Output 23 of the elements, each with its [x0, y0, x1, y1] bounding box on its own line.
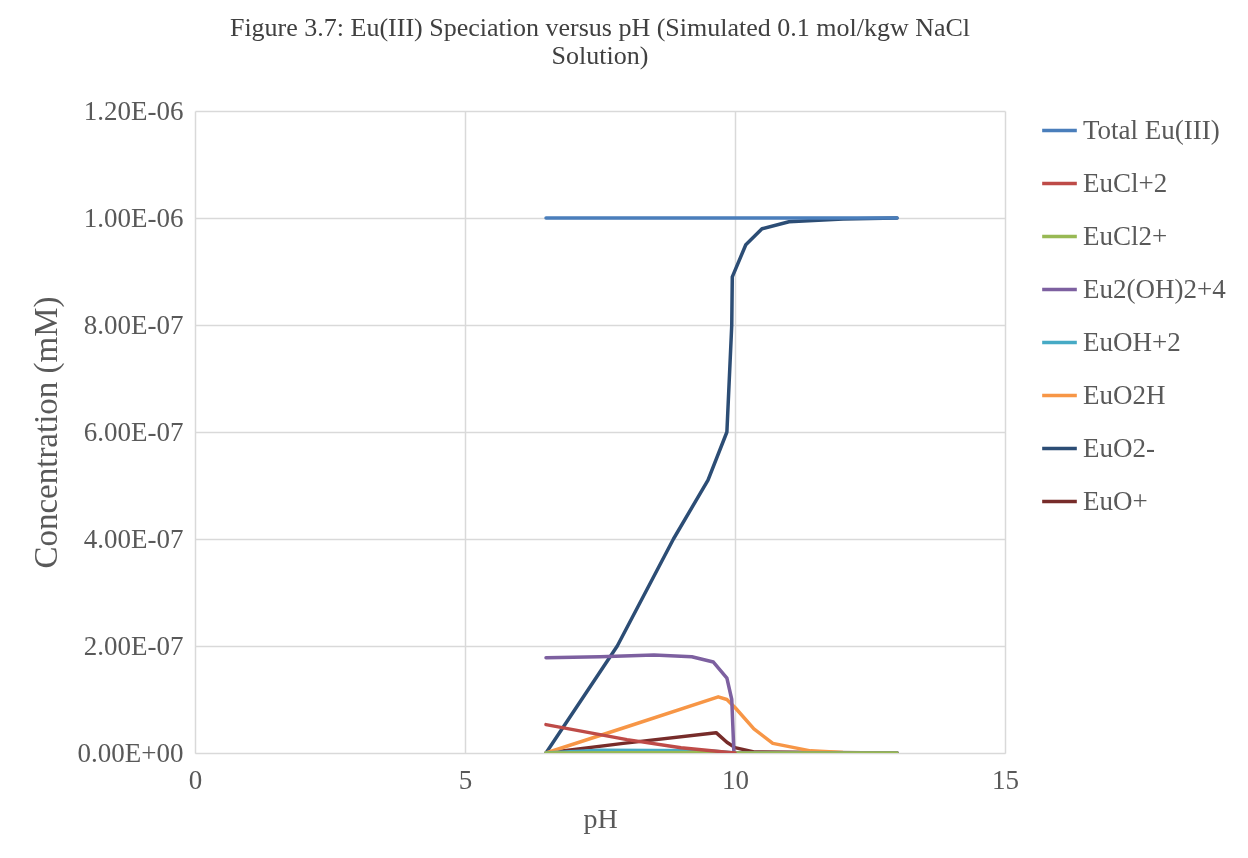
x-tick-label: 5 [458, 764, 473, 795]
legend-label: EuCl2+ [1083, 220, 1168, 251]
y-axis-title: Concentration (mM) [27, 296, 65, 569]
x-tick-label: 10 [722, 764, 749, 795]
legend-label: Total Eu(III) [1083, 114, 1220, 145]
y-tick-label: 1.00E-06 [83, 202, 184, 233]
y-tick-label: 4.00E-07 [83, 523, 184, 554]
x-tick-label: 15 [992, 764, 1019, 795]
legend-label: EuOH+2 [1083, 326, 1181, 357]
y-tick-label: 6.00E-07 [83, 416, 184, 447]
legend-label: EuO2- [1083, 432, 1155, 463]
legend-label: EuO2H [1083, 379, 1166, 410]
y-tick-label: 8.00E-07 [83, 309, 184, 340]
y-tick-label: 1.20E-06 [83, 95, 184, 126]
legend-label: Eu2(OH)2+4 [1083, 273, 1227, 304]
line-series [544, 722, 737, 753]
y-tick-label: 2.00E-07 [83, 630, 184, 661]
legend-label: EuCl+2 [1083, 167, 1168, 198]
y-tick-label: 0.00E+00 [77, 737, 184, 768]
chart-title: Figure 3.7: Eu(III) Speciation versus pH (Simulated 0.1 mol/kgw NaCl Solution) [229, 13, 971, 70]
x-axis-title: pH [583, 802, 618, 834]
x-tick-label: 0 [188, 764, 203, 795]
legend-label: EuO+ [1083, 485, 1148, 516]
